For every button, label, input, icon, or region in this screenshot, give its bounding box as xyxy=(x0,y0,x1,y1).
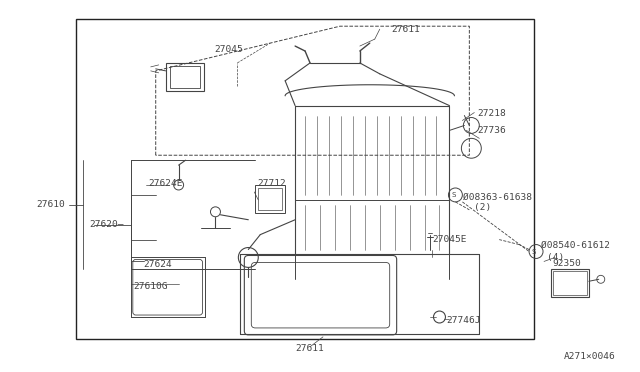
Bar xyxy=(551,269,589,297)
Text: A271×0046: A271×0046 xyxy=(564,352,616,361)
Text: 27712: 27712 xyxy=(257,179,286,187)
Text: (2): (2) xyxy=(474,203,492,212)
Text: 27045E: 27045E xyxy=(433,235,467,244)
Text: S: S xyxy=(451,192,456,198)
Text: 27045: 27045 xyxy=(214,45,243,54)
Text: S: S xyxy=(532,248,536,254)
Text: 27736: 27736 xyxy=(477,126,506,135)
Text: Ø08363-61638: Ø08363-61638 xyxy=(463,192,532,201)
Bar xyxy=(76,19,534,339)
Text: 27620—: 27620— xyxy=(89,220,124,229)
Text: 27218: 27218 xyxy=(477,109,506,118)
Text: 27624: 27624 xyxy=(144,260,173,269)
Text: 27746J: 27746J xyxy=(447,317,481,326)
Bar xyxy=(166,63,204,91)
Text: 27611: 27611 xyxy=(392,25,420,34)
Bar xyxy=(553,271,587,295)
Text: 27610: 27610 xyxy=(36,201,65,209)
Text: 92350: 92350 xyxy=(552,259,580,268)
Text: 27610G: 27610G xyxy=(134,282,168,291)
Text: Ø08540-61612: Ø08540-61612 xyxy=(541,241,610,250)
Bar xyxy=(259,188,282,210)
Text: 27624E: 27624E xyxy=(148,179,183,187)
Bar xyxy=(170,66,200,88)
Text: 27611: 27611 xyxy=(295,344,324,353)
Bar xyxy=(255,185,285,213)
Text: (4): (4) xyxy=(547,253,564,262)
